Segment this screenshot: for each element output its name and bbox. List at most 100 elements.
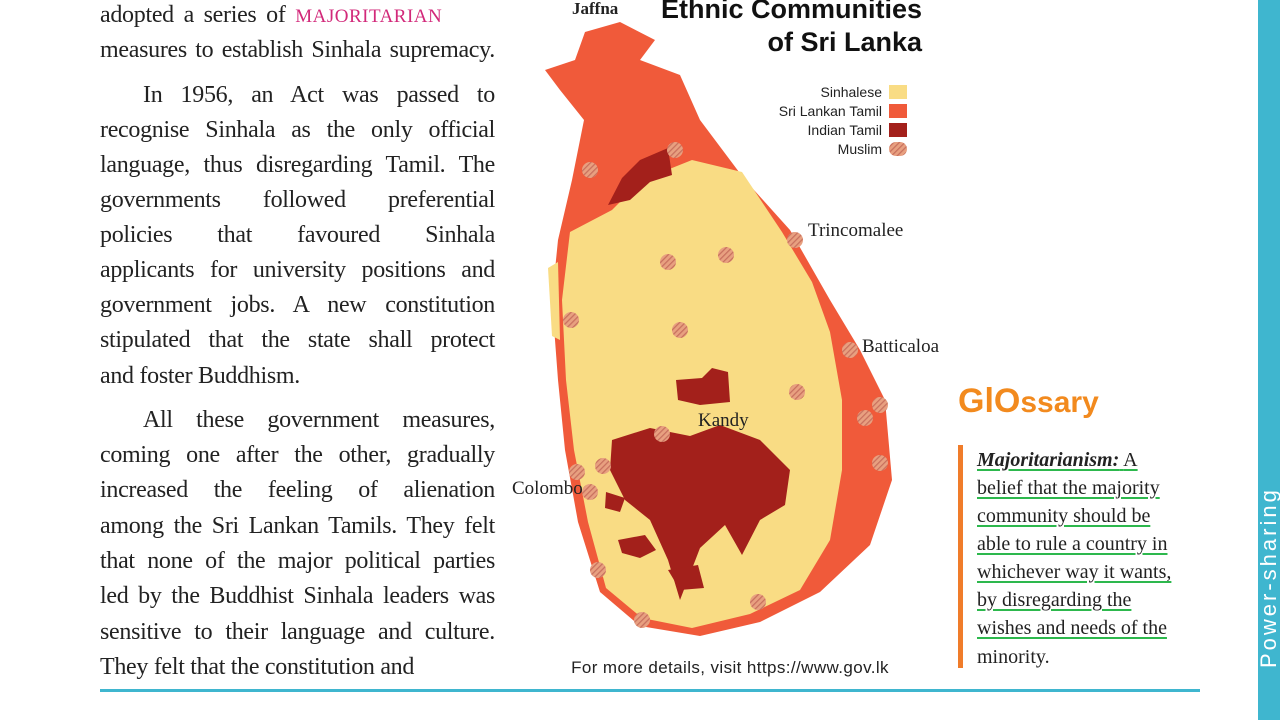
indian-tamil-region bbox=[608, 148, 672, 205]
text: coming one after the other, gradually bbox=[100, 442, 495, 468]
text-line: measures to establish Sinhala supremacy. bbox=[100, 35, 495, 65]
text: that none of the major political parties bbox=[100, 548, 495, 574]
text-line: adopted a series of MAJORITARIAN bbox=[100, 0, 495, 32]
legend-label: Muslim bbox=[838, 141, 882, 157]
text-line: coming one after the other, gradually bbox=[100, 440, 495, 470]
muslim-dot bbox=[672, 322, 688, 338]
glossary-logo: GlOssary bbox=[958, 382, 1099, 421]
text-line: recognise Sinhala as the only official bbox=[100, 115, 495, 145]
text: recognise Sinhala as the only official bbox=[100, 117, 495, 143]
muslim-dot bbox=[667, 142, 683, 158]
place-label: Jaffna bbox=[572, 0, 619, 18]
muslim-dot bbox=[582, 484, 598, 500]
chapter-title: Power-sharing bbox=[1256, 487, 1280, 668]
definition: A bbox=[1123, 449, 1138, 471]
text: measures to establish Sinhala supremacy. bbox=[100, 37, 495, 63]
text: governments followed preferential bbox=[100, 187, 495, 213]
muslim-areas bbox=[563, 142, 888, 628]
muslim-dot bbox=[582, 162, 598, 178]
legend-swatch bbox=[889, 123, 907, 137]
text: led by the Buddhist Sinhala leaders was bbox=[100, 583, 495, 609]
definition-line: whichever way it wants, bbox=[977, 560, 1171, 584]
definition-line: minority. bbox=[977, 645, 1050, 669]
definition: by disregarding the bbox=[977, 589, 1132, 611]
definition: community should be bbox=[977, 505, 1151, 527]
definition: whichever way it wants, bbox=[977, 561, 1172, 583]
definition-line: able to rule a country in bbox=[977, 532, 1168, 556]
place-label: Trincomalee bbox=[808, 220, 903, 241]
map-caption: For more details, visit https://www.gov.… bbox=[571, 658, 889, 677]
text: sensitive to their language and culture. bbox=[100, 619, 495, 645]
text: stipulated that the state shall protect bbox=[100, 327, 495, 353]
muslim-dot bbox=[660, 254, 676, 270]
definition: minority. bbox=[977, 646, 1050, 668]
text: applicants for university positions and bbox=[100, 257, 495, 283]
text: language, thus disregarding Tamil. The bbox=[100, 152, 495, 178]
definition: able to rule a country in bbox=[977, 533, 1168, 555]
legend-swatch bbox=[889, 104, 907, 118]
text-line: governments followed preferential bbox=[100, 185, 495, 215]
definition-line: belief that the majority bbox=[977, 476, 1160, 500]
text: adopted a series of bbox=[100, 2, 286, 28]
glossary-bar bbox=[958, 445, 963, 668]
muslim-dot bbox=[842, 342, 858, 358]
text-line: All these government measures, bbox=[143, 405, 495, 435]
map-title: Ethnic Communities bbox=[661, 0, 922, 24]
text-line: stipulated that the state shall protect bbox=[100, 325, 495, 355]
text-line: government jobs. A new constitution bbox=[100, 290, 495, 320]
text: They felt that the constitution and bbox=[100, 654, 415, 680]
muslim-dot bbox=[857, 410, 873, 426]
muslim-dot bbox=[654, 426, 670, 442]
logo-text: ssary bbox=[1020, 386, 1099, 419]
muslim-dot bbox=[750, 594, 766, 610]
muslim-dot bbox=[718, 247, 734, 263]
indian-tamil-region bbox=[676, 368, 730, 405]
text-line: among the Sri Lankan Tamils. They felt bbox=[100, 511, 495, 541]
text-line: language, thus disregarding Tamil. The bbox=[100, 150, 495, 180]
muslim-dot bbox=[569, 464, 585, 480]
text-line: increased the feeling of alienation bbox=[100, 475, 495, 505]
text-line: sensitive to their language and culture. bbox=[100, 617, 495, 647]
legend-swatch bbox=[889, 142, 907, 156]
text: policies that favoured Sinhala bbox=[100, 222, 495, 248]
rule bbox=[100, 689, 1200, 692]
muslim-dot bbox=[563, 312, 579, 328]
place-label: Kandy bbox=[698, 410, 749, 431]
definition-line: wishes and needs of the bbox=[977, 616, 1167, 640]
text: government jobs. A new constitution bbox=[100, 292, 495, 318]
text-line: In 1956, an Act was passed to bbox=[143, 80, 495, 110]
place-label: Colombo bbox=[512, 478, 583, 499]
legend-swatch bbox=[889, 85, 907, 99]
text-line: that none of the major political parties bbox=[100, 546, 495, 576]
legend-label: Sri Lankan Tamil bbox=[779, 103, 882, 119]
map-title: of Sri Lanka bbox=[767, 27, 923, 57]
muslim-dot bbox=[590, 562, 606, 578]
text: among the Sri Lankan Tamils. They felt bbox=[100, 513, 495, 539]
indian-tamil-region bbox=[610, 425, 790, 600]
text-line: They felt that the constitution and bbox=[100, 652, 495, 682]
legend-label: Sinhalese bbox=[821, 84, 883, 100]
text-line: policies that favoured Sinhala bbox=[100, 220, 495, 250]
text-line: led by the Buddhist Sinhala leaders was bbox=[100, 581, 495, 611]
muslim-dot bbox=[872, 455, 888, 471]
muslim-dot bbox=[595, 458, 611, 474]
logo-text: GlO bbox=[958, 382, 1021, 420]
text: increased the feeling of alienation bbox=[100, 477, 495, 503]
sidebar bbox=[1258, 0, 1280, 720]
definition-line: Majoritarianism: A bbox=[977, 448, 1138, 472]
sinhalese-coast bbox=[548, 262, 560, 340]
text-line: applicants for university positions and bbox=[100, 255, 495, 285]
place-label: Batticaloa bbox=[862, 336, 940, 357]
text: In 1956, an Act was passed to bbox=[143, 82, 495, 108]
indian-tamil-region bbox=[605, 492, 704, 590]
text-line: and foster Buddhism. bbox=[100, 361, 495, 391]
muslim-dot bbox=[634, 612, 650, 628]
muslim-dot bbox=[789, 384, 805, 400]
definition: belief that the majority bbox=[977, 477, 1160, 499]
map: Ethnic Communities of Sri Lanka Sinhalese S… bbox=[512, 0, 940, 677]
definition: wishes and needs of the bbox=[977, 617, 1167, 639]
term: Majoritarianism: bbox=[977, 449, 1120, 471]
text: All these government measures, bbox=[143, 407, 495, 433]
legend-label: Indian Tamil bbox=[808, 122, 882, 138]
